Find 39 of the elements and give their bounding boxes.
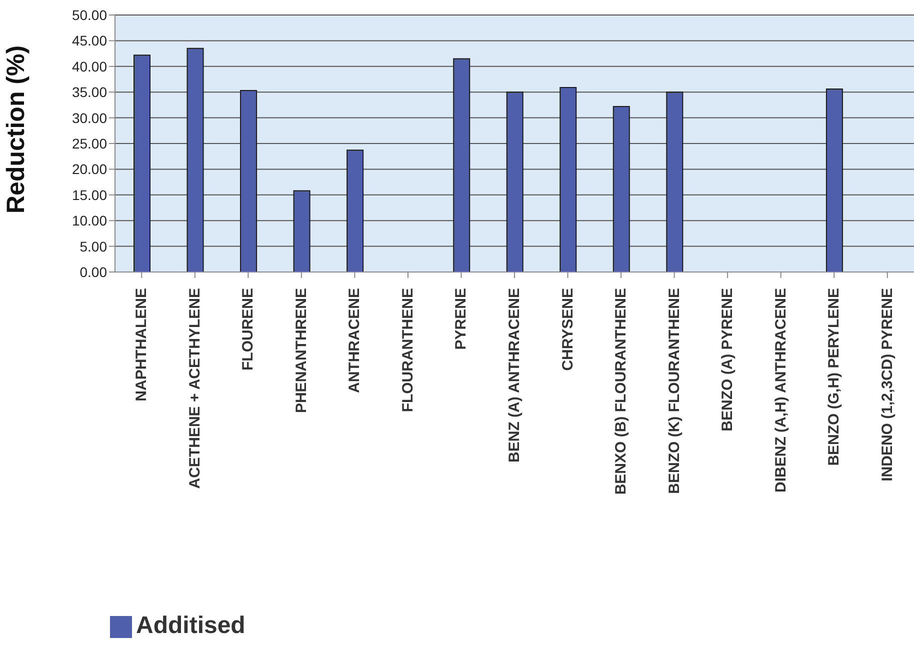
x-tick-label: NAPHTHALENE	[133, 288, 150, 402]
x-tick-label: CHRYSENE	[559, 288, 576, 371]
y-tick-label: 20.00	[72, 161, 108, 178]
x-tick-label: BENXO (B) FLOURANTHENE	[612, 288, 630, 495]
x-tick-label: BENZO (G,H) PERYLENE	[826, 288, 843, 466]
y-tick-label: 5.00	[80, 238, 108, 254]
y-axis-title: Reduction (%)	[2, 45, 30, 214]
y-tick-label: 40.00	[72, 58, 108, 74]
bar	[666, 92, 684, 272]
bar	[612, 106, 630, 272]
x-tick-label: ACETHENE + ACETHYLENE	[186, 288, 204, 489]
x-tick-label: BENZO (K) FLOURANTHENE	[666, 288, 683, 494]
x-tick-label: BENZ (A) ANTHRACENE	[506, 288, 523, 462]
y-tick-label: 35.00	[72, 84, 108, 100]
bar	[134, 54, 150, 272]
bar	[186, 48, 204, 272]
bar	[293, 190, 310, 272]
x-tick-label: PYRENE	[452, 288, 470, 350]
x-tick-label: ANTHRACENE	[346, 288, 364, 393]
x-tick-label: DIBENZ (A,H) ANTHRACENE	[772, 288, 790, 492]
x-tick-label: BENZO (A) PYRENE	[719, 288, 736, 432]
bar	[560, 86, 577, 272]
bar	[506, 92, 524, 272]
x-tick-label: FLOURENE	[240, 288, 257, 370]
y-tick-label: 30.00	[72, 110, 108, 126]
x-tick-label: PHENANTHRENE	[292, 288, 310, 414]
y-tick-label: 0.00	[80, 264, 108, 280]
y-tick-label: 10.00	[72, 212, 108, 229]
bar	[240, 90, 258, 272]
y-tick-label: 50.00	[72, 6, 108, 23]
x-tick-label: INDENO (1,2,3CD) PYRENE	[878, 288, 896, 482]
y-tick-label: 45.00	[72, 32, 108, 49]
bar	[826, 88, 843, 272]
bar	[346, 150, 364, 272]
x-tick-label: FLOURANTHENE	[399, 288, 416, 412]
bar	[453, 58, 470, 272]
y-tick-label: 25.00	[72, 135, 108, 152]
y-tick-label: 15.00	[72, 186, 108, 203]
legend-label: Additised	[136, 612, 246, 639]
